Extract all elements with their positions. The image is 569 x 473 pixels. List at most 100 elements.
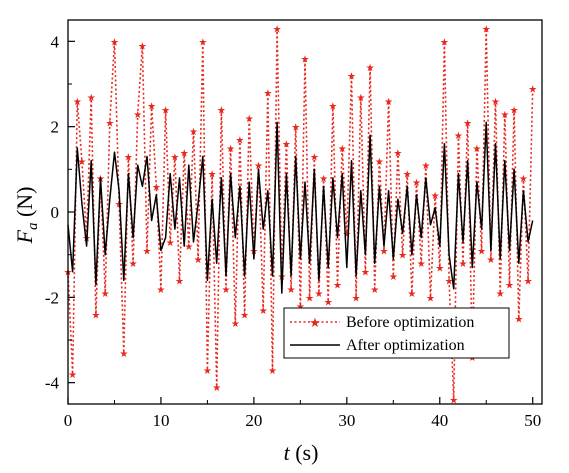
- legend-box: [283, 307, 510, 359]
- data-point-marker: ★: [194, 255, 203, 266]
- data-point-marker: ★: [282, 140, 291, 151]
- data-point-marker: ★: [110, 37, 119, 48]
- x-axis-label-italic: t: [284, 440, 291, 465]
- data-point-marker: ★: [366, 63, 375, 74]
- data-point-marker: ★: [226, 144, 235, 155]
- data-point-marker: ★: [459, 259, 468, 270]
- data-point-marker: ★: [468, 353, 477, 364]
- data-point-marker: ★: [147, 101, 156, 112]
- data-point-marker: ★: [486, 255, 495, 266]
- x-tick-label: 20: [245, 411, 262, 430]
- data-point-marker: ★: [319, 174, 328, 185]
- data-point-marker: ★: [440, 37, 449, 48]
- data-point-marker: ★: [129, 259, 138, 270]
- data-point-marker: ★: [296, 302, 305, 313]
- data-point-marker: ★: [491, 97, 500, 108]
- data-point-marker: ★: [528, 84, 537, 95]
- data-point-marker: ★: [375, 157, 384, 168]
- data-point-marker: ★: [184, 242, 193, 253]
- data-point-marker: ★: [138, 42, 147, 53]
- data-point-marker: ★: [514, 315, 523, 326]
- y-tick-label: -2: [45, 288, 59, 307]
- data-point-marker: ★: [143, 246, 152, 257]
- data-point-marker: ★: [77, 157, 86, 168]
- y-tick-label: 2: [51, 118, 60, 137]
- data-point-marker: ★: [347, 72, 356, 83]
- data-point-marker: ★: [524, 276, 533, 287]
- data-point-marker: ★: [412, 178, 421, 189]
- data-point-marker: ★: [189, 127, 198, 138]
- x-tick-label: 40: [431, 411, 448, 430]
- y-axis-label-unit: (N): [12, 187, 37, 223]
- data-point-marker: ★: [431, 191, 440, 202]
- data-point-marker: ★: [268, 366, 277, 377]
- data-point-marker: ★: [124, 153, 133, 164]
- data-point-marker: ★: [101, 289, 110, 300]
- data-point-marker: ★: [175, 276, 184, 287]
- data-point-marker: ★: [198, 37, 207, 48]
- data-point-marker: ★: [105, 118, 114, 129]
- data-point-marker: ★: [328, 101, 337, 112]
- data-point-marker: ★: [338, 144, 347, 155]
- data-point-marker: ★: [384, 97, 393, 108]
- x-axis-label: t (s): [284, 440, 319, 465]
- data-point-marker: ★: [389, 272, 398, 283]
- y-tick-label: 4: [51, 32, 60, 51]
- data-point-marker: ★: [156, 285, 165, 296]
- legend-before-label: Before optimization: [346, 314, 474, 331]
- plot-content: ★★★★★★★★★★★★★★★★★★★★★★★★★★★★★★★★★★★★★★★★…: [64, 25, 538, 407]
- x-tick-label: 30: [338, 411, 355, 430]
- data-point-marker: ★: [403, 170, 412, 181]
- data-point-marker: ★: [259, 306, 268, 317]
- y-axis-label: Fa (N): [12, 187, 41, 245]
- data-point-marker: ★: [305, 293, 314, 304]
- data-point-marker: ★: [170, 153, 179, 164]
- data-point-marker: ★: [472, 144, 481, 155]
- x-axis-label-unit: (s): [290, 440, 319, 465]
- x-tick-label: 10: [152, 411, 169, 430]
- data-point-marker: ★: [231, 319, 240, 330]
- data-point-marker: ★: [133, 110, 142, 121]
- y-axis-label-sub: a: [25, 223, 41, 231]
- data-point-marker: ★: [500, 110, 509, 121]
- data-point-marker: ★: [435, 264, 444, 275]
- data-point-marker: ★: [263, 89, 272, 100]
- data-point-marker: ★: [417, 259, 426, 270]
- series-line-1: [67, 121, 534, 294]
- data-point-marker: ★: [87, 93, 96, 104]
- data-point-marker: ★: [68, 370, 77, 381]
- legend-after-label: After optimization: [346, 337, 465, 354]
- data-point-marker: ★: [477, 246, 486, 257]
- data-point-marker: ★: [212, 383, 221, 394]
- data-point-marker: ★: [370, 285, 379, 296]
- data-point-marker: ★: [166, 238, 175, 249]
- data-point-marker: ★: [380, 246, 389, 257]
- x-tick-label: 0: [64, 411, 73, 430]
- data-point-marker: ★: [180, 148, 189, 159]
- data-point-marker: ★: [454, 131, 463, 142]
- data-point-marker: ★: [342, 229, 351, 240]
- data-point-marker: ★: [301, 54, 310, 65]
- data-point-marker: ★: [463, 118, 472, 129]
- legend: ★ Before optimization After optimization: [283, 307, 510, 359]
- data-point-marker: ★: [310, 153, 319, 164]
- data-point-marker: ★: [287, 285, 296, 296]
- data-point-marker: ★: [505, 281, 514, 292]
- legend-before-marker: ★: [309, 316, 321, 331]
- data-point-marker: ★: [356, 93, 365, 104]
- data-point-marker: ★: [245, 114, 254, 125]
- y-tick-label: -4: [45, 374, 60, 393]
- data-point-marker: ★: [161, 106, 170, 117]
- data-point-marker: ★: [352, 293, 361, 304]
- data-point-marker: ★: [314, 289, 323, 300]
- data-point-marker: ★: [445, 276, 454, 287]
- data-point-marker: ★: [222, 285, 231, 296]
- data-point-marker: ★: [482, 25, 491, 36]
- data-point-marker: ★: [393, 148, 402, 159]
- data-point-marker: ★: [324, 298, 333, 309]
- y-axis-label-base: F: [12, 230, 37, 245]
- data-point-marker: ★: [449, 396, 458, 407]
- y-tick-label: 0: [51, 203, 60, 222]
